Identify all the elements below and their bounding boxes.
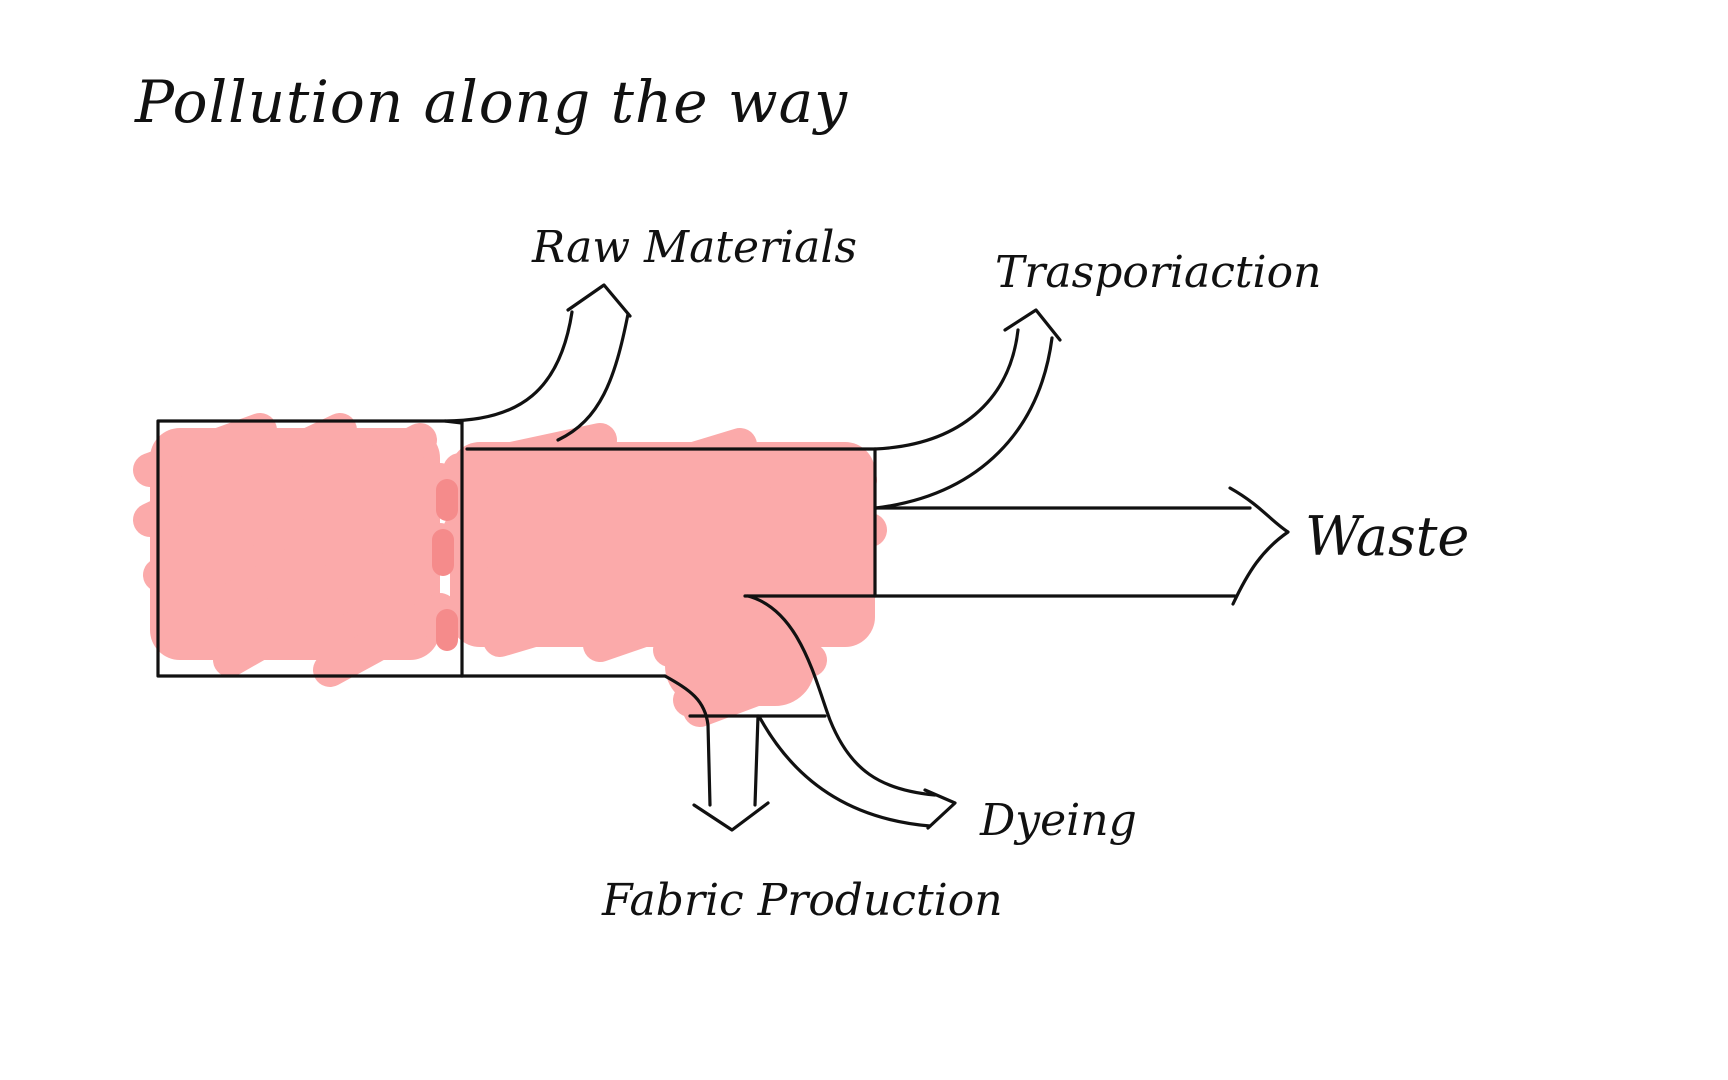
pollution-highlight [133,413,887,727]
raw-materials-arrow-inner [556,312,630,442]
highlight-left-scribble [133,413,457,687]
transportation-arrow-inner [874,336,1054,510]
label-waste: Waste [1305,505,1469,568]
transportation-arrow-outer [873,328,1020,451]
highlight-divider-overlap [432,479,458,651]
transportation-arrow-head [1003,308,1062,342]
fabric-arrow-left [663,674,712,807]
label-dyeing: Dyeing [979,795,1137,846]
transportation-arrow [873,308,1062,510]
waste-arrow-head [1228,486,1290,606]
raw-materials-arrow [443,283,632,442]
dyeing-arrow-inner [758,716,932,828]
waste-arrow [743,486,1290,606]
fabric-arrow-head [692,801,770,832]
label-transportation: Trasporiaction [995,247,1321,298]
label-fabric-production: Fabric Production [601,875,1003,926]
raw-materials-arrow-outer [443,310,574,423]
dyeing-arrow-head [923,788,957,830]
raw-materials-arrow-head [566,283,632,318]
dyeing-arrow-outer [746,594,937,797]
fabric-production-arrow [663,674,770,832]
fabric-arrow-right [753,714,760,807]
highlight-middle-scribble [443,423,887,662]
label-raw-materials: Raw Materials [531,222,857,273]
page-title: Pollution along the way [134,68,848,136]
highlight-dyeing-scribble [653,593,827,727]
